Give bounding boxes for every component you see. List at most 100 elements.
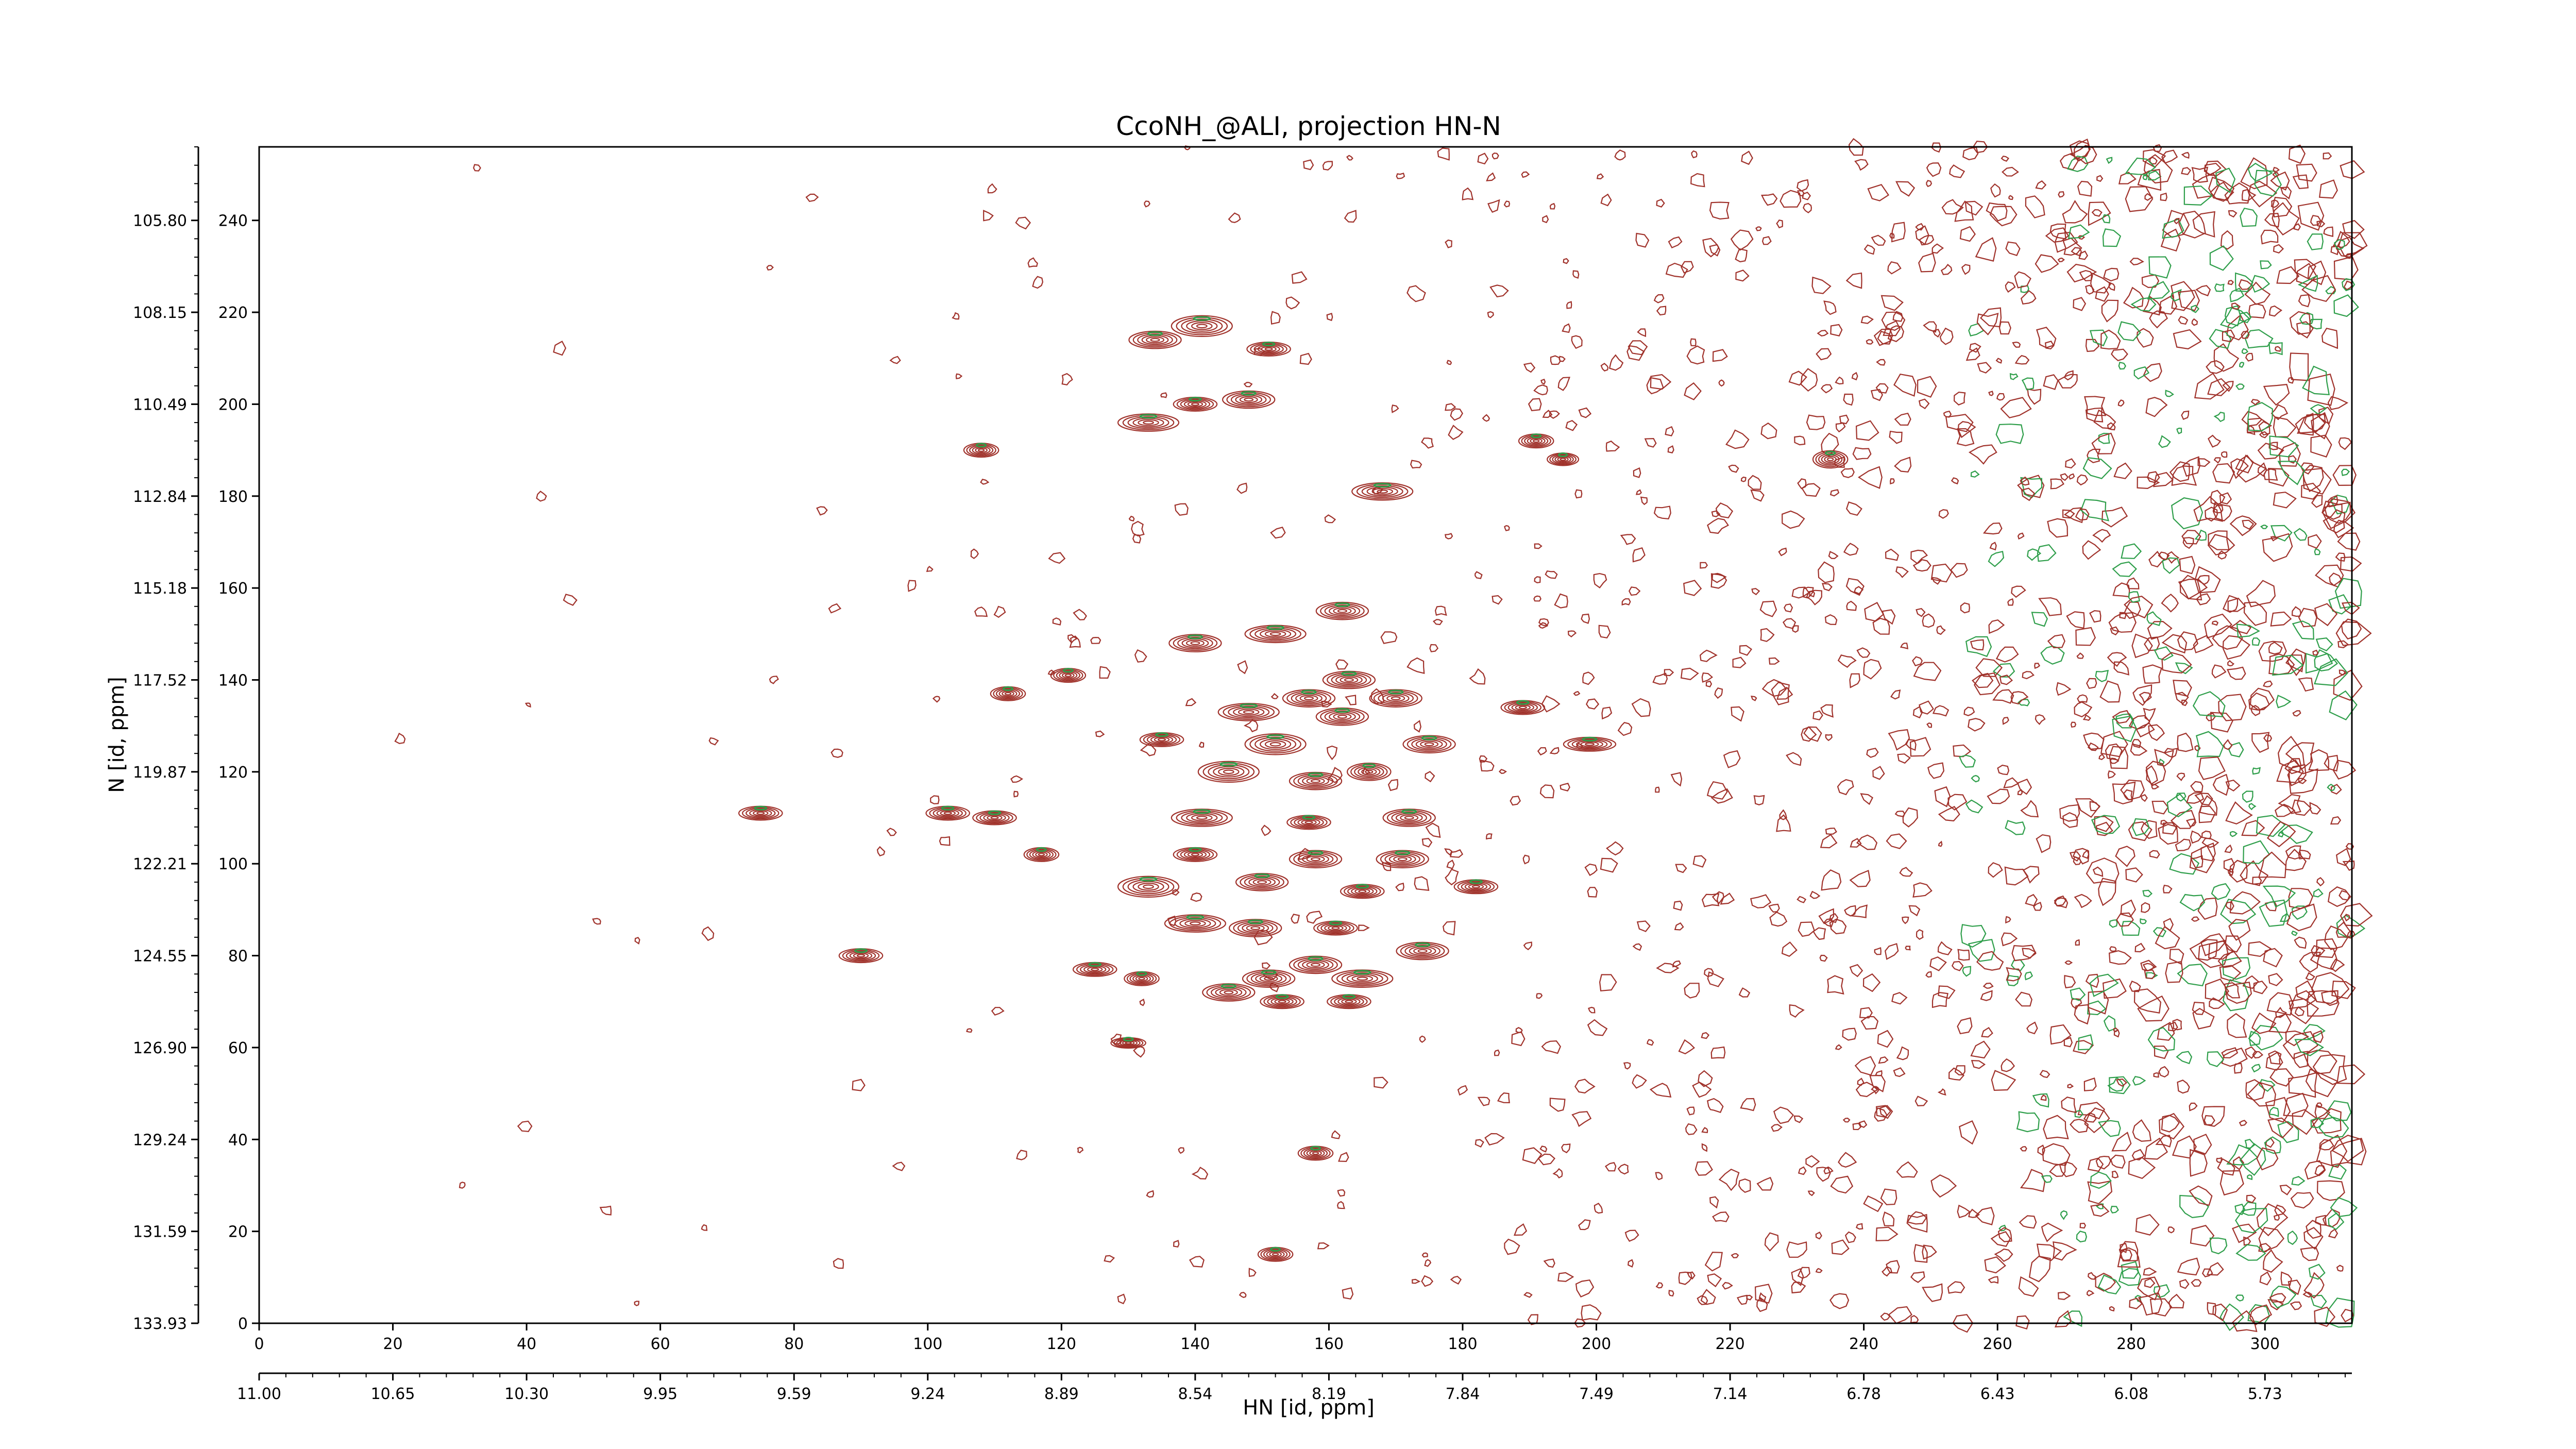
noise-contour — [1462, 187, 1474, 200]
noise-contour — [2064, 960, 2073, 965]
noise-contour — [2149, 1298, 2173, 1317]
noise-contour — [2020, 477, 2043, 499]
noise-contour — [2183, 186, 2213, 206]
peak-contour — [1259, 975, 1278, 982]
noise-contour — [1704, 1252, 1723, 1272]
noise-contour — [2207, 1051, 2225, 1067]
noise-contour — [974, 606, 988, 617]
negative-peak-contour — [1334, 602, 1350, 608]
peak-contour — [1189, 921, 1201, 925]
noise-contour — [2264, 1136, 2281, 1154]
noise-contour — [1934, 786, 1951, 807]
noise-contour — [2270, 525, 2293, 542]
noise-contour — [1889, 430, 1903, 444]
noise-contour — [1949, 164, 1965, 178]
noise-contour — [1809, 591, 1816, 598]
noise-contour — [2070, 721, 2077, 728]
noise-contour — [2170, 810, 2196, 829]
noise-contour — [1429, 644, 1439, 652]
noise-contour — [2330, 494, 2350, 515]
noise-contour — [1789, 1004, 1805, 1018]
noise-contour — [1410, 460, 1422, 469]
noise-contour — [2314, 1104, 2331, 1120]
noise-contour — [1537, 747, 1547, 756]
noise-contour — [634, 937, 640, 945]
peak-contour — [1079, 964, 1110, 975]
x-ppm-tick-label: 8.89 — [1044, 1385, 1079, 1403]
noise-contour — [1536, 993, 1543, 999]
noise-contour — [1521, 171, 1530, 178]
noise-contour — [1725, 429, 1750, 449]
peak-contour — [1549, 453, 1577, 465]
noise-contour — [2049, 1024, 2072, 1045]
noise-contour — [2213, 411, 2225, 423]
noise-contour — [1445, 403, 1456, 411]
noise-contour — [2132, 1075, 2146, 1086]
negative-peak-contour — [1240, 703, 1258, 709]
noise-contour — [1707, 971, 1724, 987]
noise-contour — [2273, 244, 2284, 254]
peak-contour — [1004, 692, 1012, 696]
noise-contour — [2313, 1030, 2324, 1043]
noise-contour — [2011, 585, 2026, 598]
peak-contour — [1344, 885, 1381, 898]
noise-contour — [1261, 824, 1272, 836]
noise-contour — [2160, 192, 2167, 201]
noise-contour — [2142, 963, 2155, 972]
peak-contour — [1361, 485, 1403, 498]
noise-contour — [1977, 362, 1992, 374]
negative-peak-contour — [1308, 772, 1324, 778]
noise-contour — [1797, 179, 1809, 192]
noise-contour — [2338, 890, 2350, 901]
peak-contour — [1324, 710, 1361, 723]
noise-contour — [1922, 1244, 1937, 1260]
noise-contour — [1015, 216, 1031, 230]
noise-contour — [1756, 1176, 1774, 1191]
noise-contour — [2171, 465, 2197, 486]
noise-contour — [1540, 378, 1546, 385]
noise-contour — [2308, 534, 2322, 549]
noise-contour — [2270, 171, 2290, 191]
peak-contour — [1255, 628, 1297, 641]
noise-contour — [2226, 314, 2249, 341]
noise-contour — [1711, 510, 1721, 517]
noise-contour — [1982, 982, 1994, 989]
peak-contour — [1306, 961, 1325, 969]
noise-contour — [2038, 597, 2062, 616]
noise-contour — [1994, 1248, 2013, 1262]
noise-contour — [2007, 598, 2014, 606]
noise-contour — [1707, 1098, 1724, 1114]
noise-contour — [1897, 753, 1911, 764]
noise-contour — [1425, 771, 1435, 783]
noise-contour — [1913, 1244, 1928, 1263]
noise-contour — [2155, 925, 2180, 950]
noise-contour — [2222, 329, 2235, 343]
noise-contour — [1632, 547, 1646, 563]
noise-contour — [2020, 800, 2039, 818]
noise-contour — [1951, 477, 1959, 485]
peak-contour — [1185, 639, 1205, 647]
peak-contour — [1191, 402, 1199, 406]
noise-contour — [1768, 657, 1780, 665]
noise-contour — [1421, 437, 1434, 449]
peak-contour — [1211, 986, 1247, 999]
noise-contour — [2143, 363, 2162, 382]
noise-contour — [2181, 530, 2201, 545]
noise-contour — [1998, 321, 2011, 335]
noise-contour — [1800, 368, 1818, 392]
noise-contour — [2273, 416, 2297, 437]
noise-contour — [2195, 731, 2224, 757]
peak-contour — [1341, 972, 1383, 985]
noise-contour — [2212, 625, 2243, 650]
noise-contour — [1697, 1295, 1708, 1305]
noise-contour — [1791, 1282, 1806, 1294]
noise-contour — [2142, 149, 2166, 168]
noise-contour — [524, 702, 531, 708]
noise-contour — [2083, 1112, 2097, 1123]
noise-contour — [1346, 155, 1353, 161]
noise-contour — [2143, 707, 2156, 722]
noise-contour — [2112, 781, 2136, 805]
noise-contour — [2270, 611, 2292, 627]
noise-contour — [2176, 772, 2185, 781]
noise-contour — [2009, 373, 2019, 380]
